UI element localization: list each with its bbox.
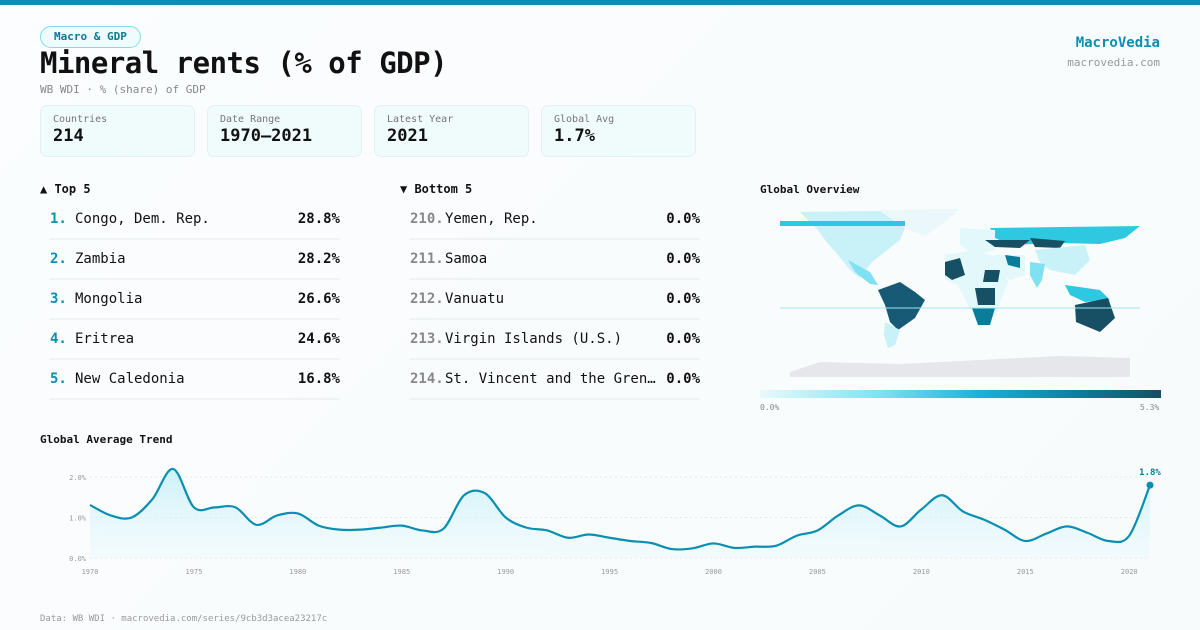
bottom5-list: 210. Yemen, Rep. 0.0% 211. Samoa 0.0% 212. Vanu… [410, 200, 700, 400]
stat-value: 2021 [387, 126, 428, 146]
map-title: Global Overview [760, 183, 860, 196]
top5-list: 1. Congo, Dem. Rep. 28.8% 2. Zambia 28.2% 3. Mo… [50, 200, 340, 400]
value: 26.6% [297, 291, 340, 307]
value: 0.0% [666, 211, 700, 227]
rank: 211. [410, 251, 444, 267]
map-kazakhstan[interactable] [985, 240, 1030, 248]
brand-logo[interactable]: MacroVedia [1075, 35, 1160, 51]
rank: 3. [50, 291, 67, 307]
x-tick-label: 1990 [497, 568, 514, 576]
map-congo[interactable] [975, 288, 995, 305]
rank: 1. [50, 211, 67, 227]
map-southern-africa[interactable] [972, 308, 995, 325]
x-tick-label: 1995 [601, 568, 618, 576]
list-item[interactable]: 211. Samoa 0.0% [410, 240, 700, 280]
map-china[interactable] [1035, 245, 1090, 275]
value: 24.6% [297, 331, 340, 347]
trend-line [89, 467, 1152, 551]
value: 0.0% [666, 371, 700, 387]
rank: 210. [410, 211, 444, 227]
x-tick-label: 1985 [393, 568, 410, 576]
x-tick-label: 2005 [809, 568, 826, 576]
value: 16.8% [297, 371, 340, 387]
stat-card-latest-year: Latest Year 2021 [374, 105, 529, 157]
footer-source[interactable]: Data: WB WDI · macrovedia.com/series/9cb… [40, 614, 328, 624]
top-accent-bar [0, 0, 1200, 5]
rank: 4. [50, 331, 67, 347]
rank: 5. [50, 371, 67, 387]
list-item[interactable]: 4. Eritrea 24.6% [50, 320, 340, 360]
value: 0.0% [666, 291, 700, 307]
last-value-label: 1.8% [1139, 468, 1161, 478]
map-europe[interactable] [960, 228, 995, 255]
stat-label: Global Avg [554, 114, 615, 125]
y-tick-label: 1.0% [69, 515, 87, 523]
rank: 212. [410, 291, 444, 307]
map-west-africa-dark[interactable] [945, 258, 965, 280]
list-item[interactable]: 3. Mongolia 26.6% [50, 280, 340, 320]
x-tick-label: 2020 [1121, 568, 1138, 576]
top5-heading: ▲ Top 5 [40, 182, 91, 196]
data-point [1146, 481, 1154, 489]
x-tick-label: 2015 [1017, 568, 1034, 576]
trend-area [90, 468, 1150, 558]
map-greenland[interactable] [880, 209, 960, 236]
map-mongolia[interactable] [1030, 238, 1065, 248]
value: 0.0% [666, 251, 700, 267]
brand-url[interactable]: macrovedia.com [1067, 56, 1160, 69]
chart-title: Global Average Trend [40, 433, 173, 446]
stat-value: 1.7% [554, 126, 595, 146]
y-tick-label: 2.0% [69, 474, 87, 482]
y-tick-label: 0.0% [69, 555, 87, 563]
map-central-america[interactable] [848, 260, 878, 285]
list-item[interactable]: 212. Vanuatu 0.0% [410, 280, 700, 320]
list-item[interactable]: 210. Yemen, Rep. 0.0% [410, 200, 700, 240]
page-title: Mineral rents (% of GDP) [40, 46, 448, 80]
stat-value: 1970–2021 [220, 126, 313, 146]
stat-card-date-range: Date Range 1970–2021 [207, 105, 362, 157]
rank: 214. [410, 371, 444, 387]
map-sudan[interactable] [983, 270, 1000, 282]
value: 28.8% [297, 211, 340, 227]
value: 28.2% [297, 251, 340, 267]
map-iran[interactable] [1005, 255, 1020, 268]
stat-card-countries: Countries 214 [40, 105, 195, 157]
map-southeast-asia[interactable] [1065, 285, 1110, 302]
rank: 2. [50, 251, 67, 267]
map-color-legend [760, 390, 1161, 398]
x-tick-label: 2000 [705, 568, 722, 576]
map-india[interactable] [1030, 262, 1045, 288]
legend-max-label: 5.3% [1140, 403, 1160, 412]
list-item[interactable]: 214.St. Vincent and the Grenadines0.0% [410, 360, 700, 400]
map-australia[interactable] [1075, 298, 1115, 332]
stat-label: Latest Year [387, 114, 454, 125]
rank: 213. [410, 331, 444, 347]
x-tick-label: 2010 [913, 568, 930, 576]
x-tick-label: 1980 [289, 568, 306, 576]
map-south-america-south[interactable] [884, 322, 900, 348]
value: 0.0% [666, 331, 700, 347]
category-badge[interactable]: Macro & GDP [40, 26, 141, 48]
x-tick-label: 1970 [82, 568, 99, 576]
list-item[interactable]: 5. New Caledonia 16.8% [50, 360, 340, 400]
list-item[interactable]: 213. Virgin Islands (U.S.) 0.0% [410, 320, 700, 360]
map-south-america-brazil[interactable] [878, 282, 925, 330]
stat-card-global-avg: Global Avg 1.7% [541, 105, 696, 157]
trend-chart[interactable]: 0.0% 1.0% 2.0% 1970 1975 1980 1985 1990 1995 2000… [0, 450, 1200, 580]
stat-label: Countries [53, 114, 108, 125]
legend-min-label: 0.0% [760, 403, 780, 412]
page-subtitle: WB WDI · % (share) of GDP [40, 83, 206, 96]
x-tick-label: 1975 [185, 568, 202, 576]
world-map[interactable] [0, 0, 1200, 420]
map-antarctica[interactable] [790, 356, 1130, 377]
stat-label: Date Range [220, 114, 281, 125]
list-item[interactable]: 2. Zambia 28.2% [50, 240, 340, 280]
map-north-america[interactable] [800, 211, 905, 278]
list-item[interactable]: 1. Congo, Dem. Rep. 28.8% [50, 200, 340, 240]
stat-value: 214 [53, 126, 84, 146]
map-arctic-band [780, 221, 905, 226]
bottom5-heading: ▼ Bottom 5 [400, 182, 473, 196]
